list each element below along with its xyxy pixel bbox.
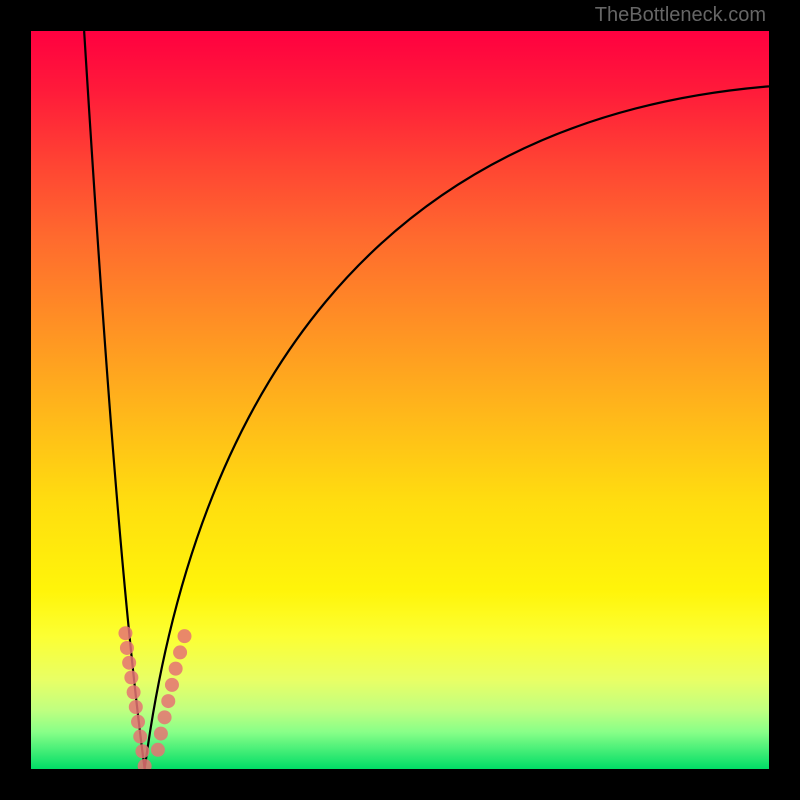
heatmap-gradient [31,31,769,769]
watermark-text: TheBottleneck.com [595,4,766,27]
plot-area [31,31,769,769]
chart-container: TheBottleneck.com [0,0,800,800]
